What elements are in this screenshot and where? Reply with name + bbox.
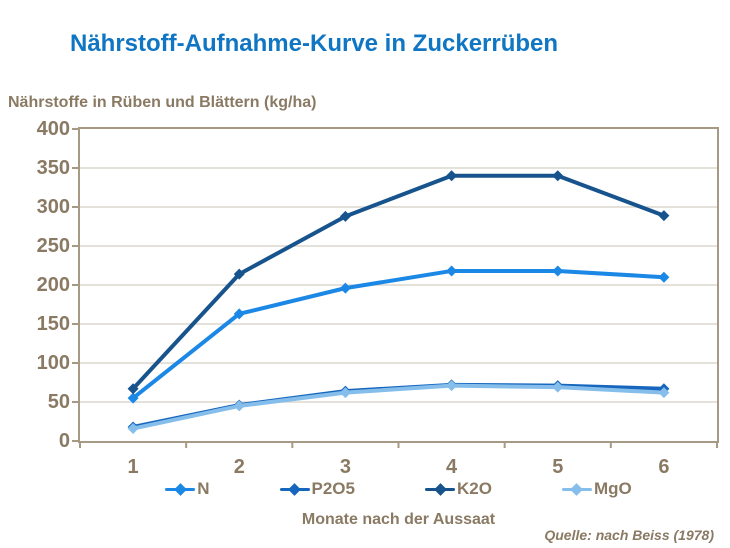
series-K2O-line: [131, 173, 666, 391]
series-MgO-marker: [233, 400, 245, 412]
plot-svg: [72, 128, 718, 448]
line-diamond-marker-icon: [165, 481, 196, 497]
series-N-marker: [446, 265, 458, 277]
series-P2O5-line: [131, 382, 666, 429]
series-K2O-marker: [233, 268, 245, 280]
y-tick-label: 50: [47, 391, 70, 413]
series-MgO-marker: [658, 387, 670, 399]
line-diamond-marker-icon: [425, 481, 455, 497]
series-MgO-marker: [127, 423, 139, 435]
y-tick-label: 250: [36, 235, 70, 257]
legend-item-k2o: K2O: [425, 479, 492, 499]
y-tick-label: 150: [36, 313, 70, 335]
y-axis-title: Nährstoffe in Rüben und Blättern (kg/ha): [8, 94, 317, 111]
x-tick-label: 3: [339, 456, 351, 478]
series-N-marker: [339, 282, 351, 294]
series-N-marker: [127, 392, 139, 404]
y-tick-label: 100: [36, 352, 70, 374]
legend-label: MgO: [593, 479, 632, 498]
series-MgO-marker: [339, 387, 351, 399]
source-credit: Quelle: nach Beiss (1978): [544, 527, 714, 543]
x-axis-title: Monate nach der Aussaat: [301, 511, 496, 528]
legend-item-n: N: [165, 479, 210, 499]
series-N-line: [131, 268, 666, 401]
y-tick-label: 0: [58, 430, 70, 452]
series-MgO-marker: [446, 380, 458, 392]
x-tick-label: 1: [127, 456, 139, 478]
line-diamond-marker-icon: [279, 481, 310, 497]
series-MgO-line: [131, 383, 666, 431]
series-K2O-marker: [127, 383, 139, 395]
x-tick-label: 5: [552, 456, 564, 478]
x-tick-label: 4: [446, 456, 458, 478]
line-diamond-marker-icon: [561, 481, 592, 497]
series-N-marker: [658, 271, 670, 283]
legend-item-mgo: MgO: [561, 479, 632, 499]
y-tick-label: 400: [36, 118, 70, 140]
y-tick-label: 350: [36, 157, 70, 179]
series-N-marker: [552, 265, 564, 277]
series-MgO-marker: [552, 381, 564, 393]
series-K2O-marker: [339, 210, 351, 222]
legend-label: P2O5: [311, 479, 355, 498]
y-tick-label: 200: [36, 274, 70, 296]
x-tick-label: 2: [233, 456, 245, 478]
x-tick-label: 6: [658, 456, 670, 478]
series-K2O-marker: [658, 210, 670, 222]
plot-area: [72, 127, 719, 448]
chart-title: Nährstoff-Aufnahme-Kurve in Zuckerrüben: [70, 30, 559, 57]
legend-item-p2o5: P2O5: [279, 479, 355, 499]
series-K2O-marker: [446, 170, 458, 182]
y-tick-label: 300: [36, 196, 70, 218]
legend: N P2O5 K2O MgO: [78, 479, 719, 499]
legend-label: N: [197, 479, 210, 498]
series-N-marker: [233, 308, 245, 320]
legend-label: K2O: [457, 479, 492, 498]
series-K2O-marker: [552, 170, 564, 182]
